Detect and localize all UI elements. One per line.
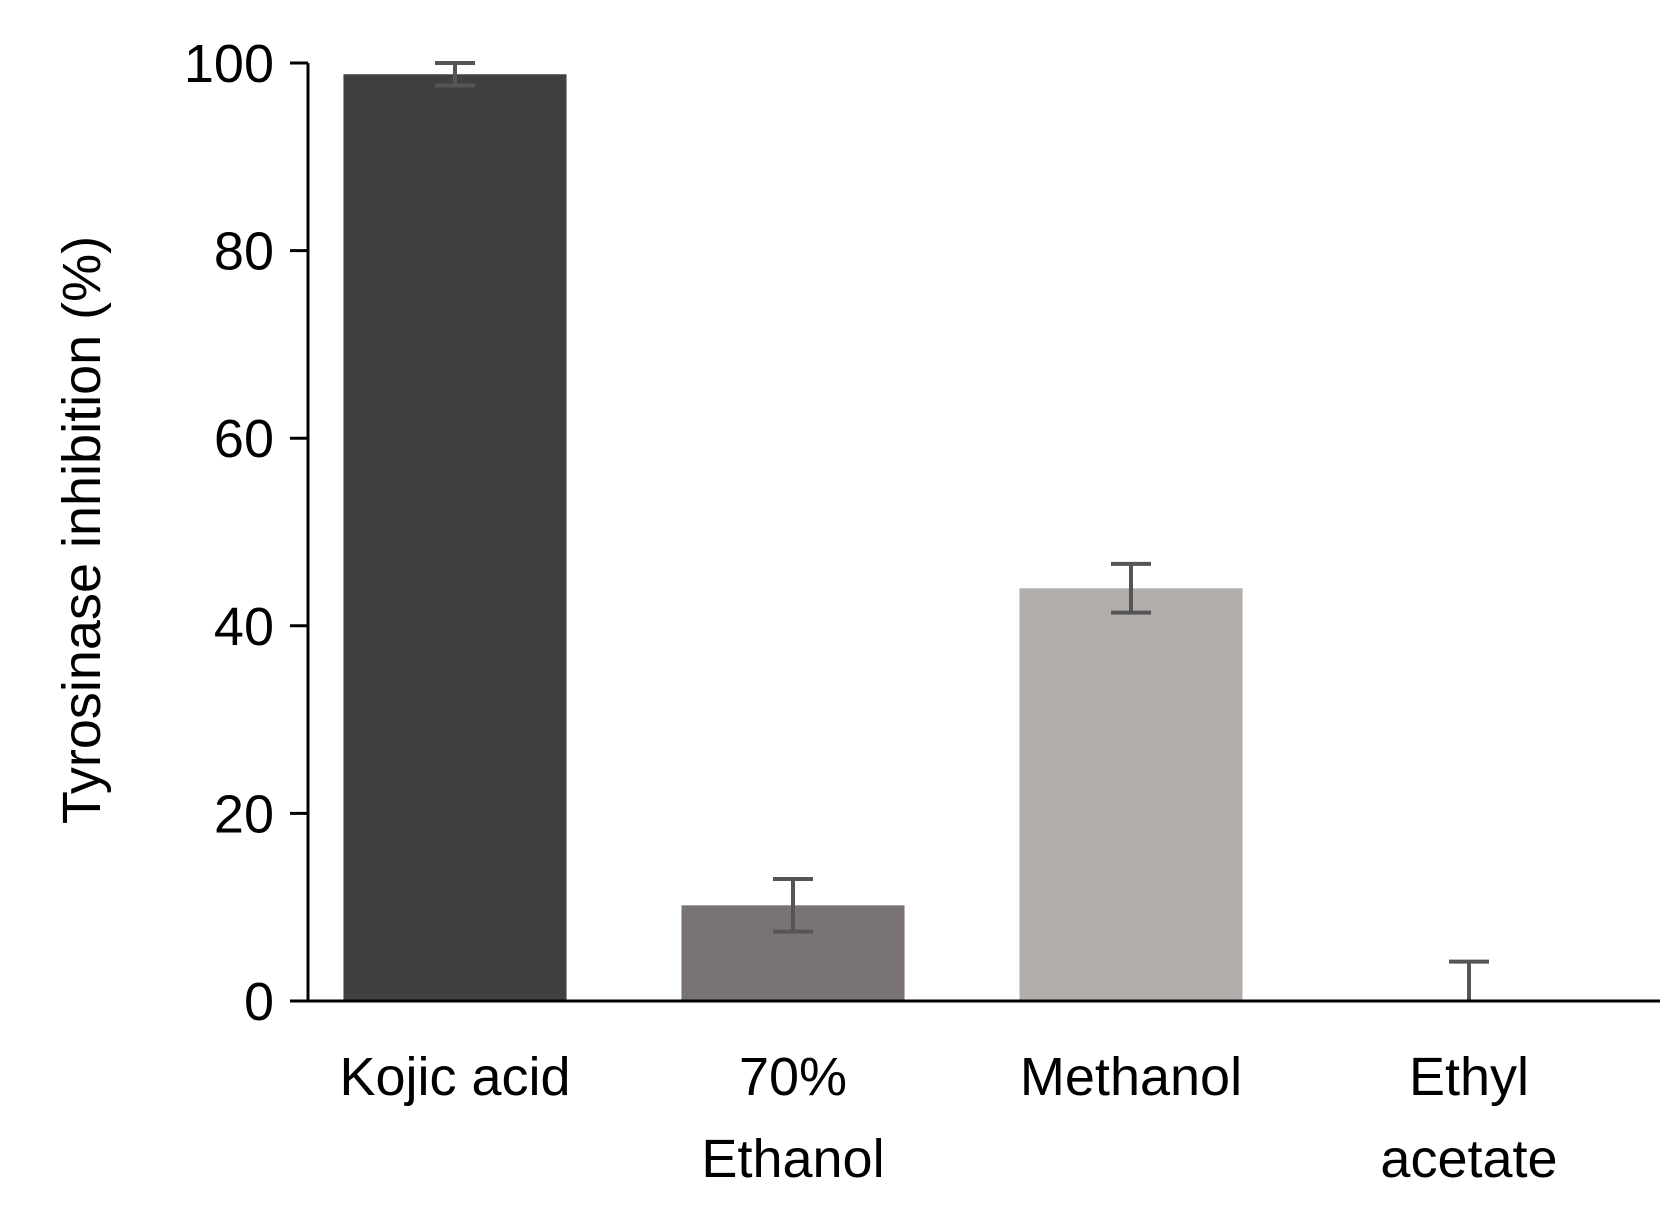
bars-layer	[343, 74, 1243, 1002]
y-axis-title: Tyrosinase inhibition (%)	[52, 236, 112, 824]
x-category-label: Kojic acid	[339, 1047, 570, 1107]
bar	[1019, 588, 1243, 1001]
y-tick-label: 80	[214, 222, 274, 282]
bar	[343, 74, 567, 1002]
y-tick-label: 40	[214, 597, 274, 657]
y-ticks-layer: 0 20 40 60 80 100	[184, 34, 308, 1032]
y-tick-label: 100	[184, 34, 274, 94]
x-category-label: Methanol	[1020, 1047, 1242, 1107]
x-labels-layer: Kojic acid 70% Ethanol Methanol Ethyl acetate	[339, 1047, 1557, 1189]
x-category-label: Ethyl	[1409, 1047, 1529, 1107]
axes-layer	[306, 63, 1660, 1003]
x-category-label: Ethanol	[701, 1129, 884, 1189]
y-tick-label: 60	[214, 409, 274, 469]
error-bars-layer	[435, 61, 1489, 1001]
x-category-label: 70%	[739, 1047, 847, 1107]
y-tick-label: 0	[244, 972, 274, 1032]
x-category-label: acetate	[1380, 1129, 1557, 1189]
y-tick-label: 20	[214, 784, 274, 844]
